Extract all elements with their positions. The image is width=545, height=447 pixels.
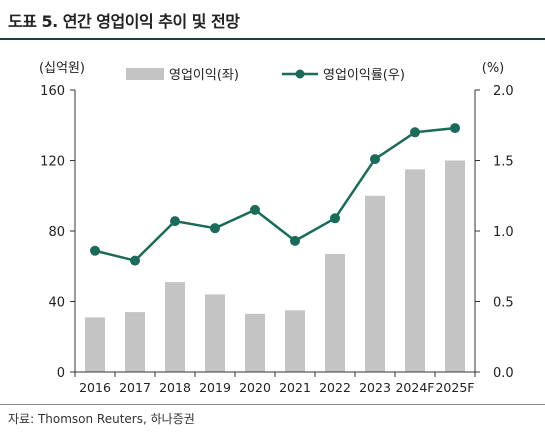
x-tick-label: 2024F [395,380,434,395]
bar-2025F [445,160,465,372]
x-tick-label: 2018 [159,380,191,395]
margin-point-2020 [250,204,260,215]
y-right-unit-label: (%) [482,61,505,76]
chart-title: 도표 5. 연간 영업이익 추이 및 전망 [8,12,240,31]
margin-point-2024F [410,127,420,138]
y-right-tick-label: 0.0 [493,366,514,381]
margin-point-2023 [370,154,380,165]
bar-2021 [285,310,305,372]
margin-line [94,126,456,262]
y-right-tick-label: 2.0 [493,84,514,99]
margin-point-2022 [330,213,340,224]
y-left-unit-label: (십억원) [39,61,85,76]
y-left-tick-label: 160 [40,84,65,99]
bar-2017 [125,312,145,372]
bar-2020 [245,313,265,372]
legend-bar-swatch [126,68,164,80]
x-tick-label: 2020 [239,380,271,395]
y-left-tick-label: 120 [40,155,65,170]
y-right-tick-label: 1.5 [493,155,514,170]
x-tick-label: 2016 [79,380,111,395]
bar-2023 [365,195,385,372]
bar-2022 [325,253,345,372]
x-tick-label: 2021 [279,380,311,395]
margin-point-2016 [90,245,100,256]
y-right-tick-label: 0.5 [493,296,514,311]
y-left-tick-label: 0 [57,366,65,381]
y-right-tick-label: 1.0 [493,225,514,240]
bar-2019 [205,294,225,372]
x-tick-label: 2023 [359,380,391,395]
margin-point-2021 [290,235,300,246]
margin-point-2019 [210,223,220,234]
title-rule [0,38,545,40]
source-note: 자료: Thomson Reuters, 하나증권 [8,412,195,426]
legend-bar-label: 영업이익(좌) [169,68,239,83]
y-left-tick-label: 40 [48,296,65,311]
bar-2018 [165,282,185,372]
x-tick-label: 2017 [119,380,151,395]
margin-point-2017 [130,255,140,266]
margin-point-2025F [450,123,460,134]
bar-2024F [405,169,425,372]
x-tick-label: 2019 [199,380,231,395]
footer-rule [0,404,545,405]
bar-2016 [85,317,105,372]
x-tick-label: 2022 [319,380,351,395]
x-tick-label: 2025F [435,380,474,395]
y-left-tick-label: 80 [48,225,65,240]
margin-point-2018 [170,216,180,227]
legend-line-marker [295,69,305,79]
legend-line-label: 영업이익률(우) [323,68,405,83]
